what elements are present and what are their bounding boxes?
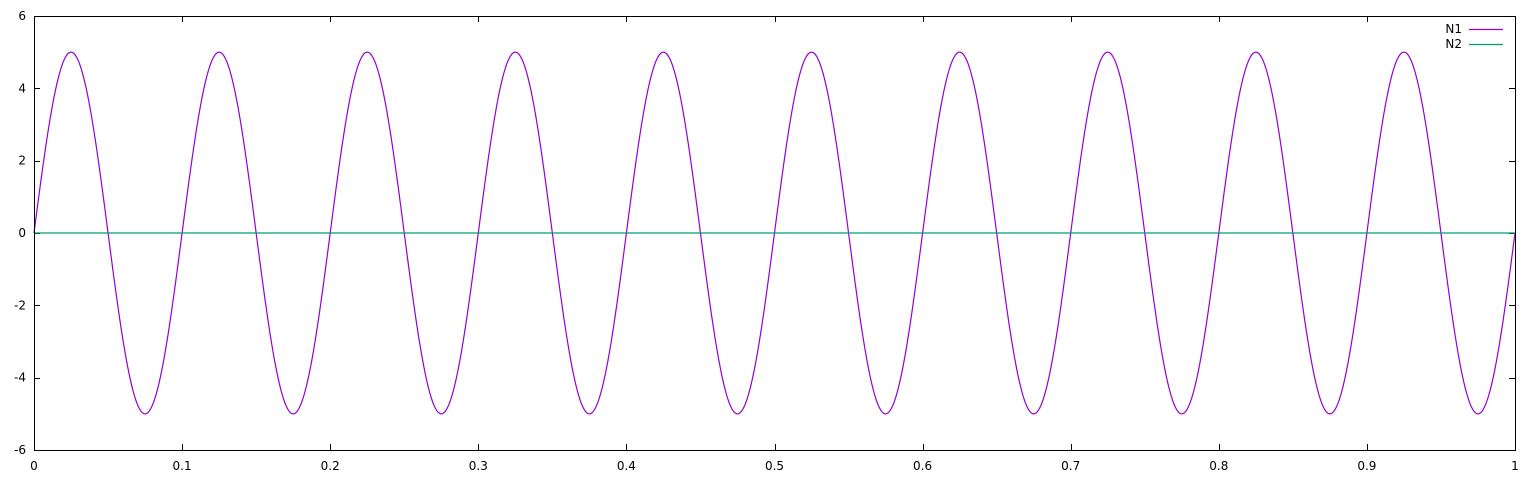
x-tick-label: 0.2 [321,459,340,473]
legend-label-n2: N2 [1445,37,1462,51]
y-tick-label: 2 [18,154,26,168]
tick-labels: 0 0.1 0.2 0.3 0.4 0.5 0.6 0.7 0.8 0.9 1 -6 -4 -2 0 2 4 6 [14,9,1519,473]
series-group [33,51,1516,415]
y-tick-label: 6 [18,9,26,23]
x-tick-label: 1 [1511,459,1519,473]
legend-label-n1: N1 [1445,22,1462,36]
plot-frame [34,16,1516,451]
x-tick-label: 0.9 [1357,459,1376,473]
y-tick-label: -4 [14,371,26,385]
x-tick-label: 0.8 [1209,459,1228,473]
x-tick-label: 0.1 [173,459,192,473]
x-tick-label: 0 [30,459,38,473]
x-tick-label: 0.5 [765,459,784,473]
x-tick-label: 0.4 [617,459,636,473]
y-tick-label: -6 [14,443,26,457]
x-tick-label: 0.3 [469,459,488,473]
x-tick-label: 0.7 [1061,459,1080,473]
y-tick-label: 4 [18,81,26,95]
y-tick-label: 0 [18,226,26,240]
y-tick-label: -2 [14,298,26,312]
x-tick-label: 0.6 [913,459,932,473]
